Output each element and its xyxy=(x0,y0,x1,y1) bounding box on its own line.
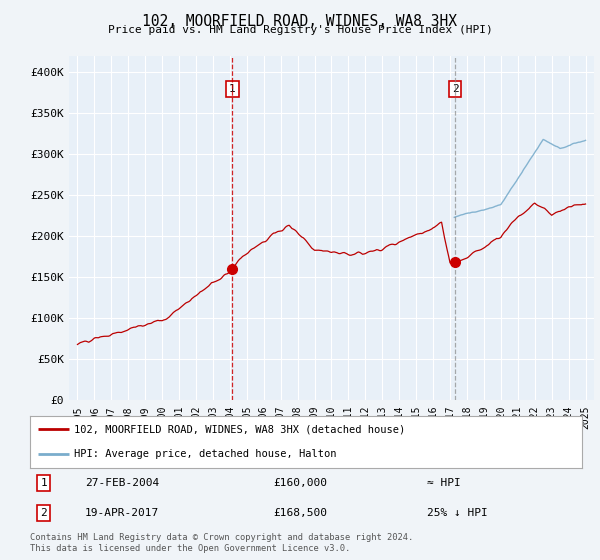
Text: 25% ↓ HPI: 25% ↓ HPI xyxy=(427,508,488,518)
Text: 102, MOORFIELD ROAD, WIDNES, WA8 3HX: 102, MOORFIELD ROAD, WIDNES, WA8 3HX xyxy=(143,14,458,29)
Text: 1: 1 xyxy=(40,478,47,488)
Text: 27-FEB-2004: 27-FEB-2004 xyxy=(85,478,160,488)
Text: 2: 2 xyxy=(452,84,458,94)
Text: £168,500: £168,500 xyxy=(273,508,327,518)
Text: 102, MOORFIELD ROAD, WIDNES, WA8 3HX (detached house): 102, MOORFIELD ROAD, WIDNES, WA8 3HX (de… xyxy=(74,424,406,435)
Text: 19-APR-2017: 19-APR-2017 xyxy=(85,508,160,518)
Text: 2: 2 xyxy=(40,508,47,518)
Text: HPI: Average price, detached house, Halton: HPI: Average price, detached house, Halt… xyxy=(74,449,337,459)
Text: Price paid vs. HM Land Registry's House Price Index (HPI): Price paid vs. HM Land Registry's House … xyxy=(107,25,493,35)
Text: 1: 1 xyxy=(229,84,236,94)
Text: Contains HM Land Registry data © Crown copyright and database right 2024.
This d: Contains HM Land Registry data © Crown c… xyxy=(30,533,413,553)
Text: £160,000: £160,000 xyxy=(273,478,327,488)
Text: ≈ HPI: ≈ HPI xyxy=(427,478,461,488)
